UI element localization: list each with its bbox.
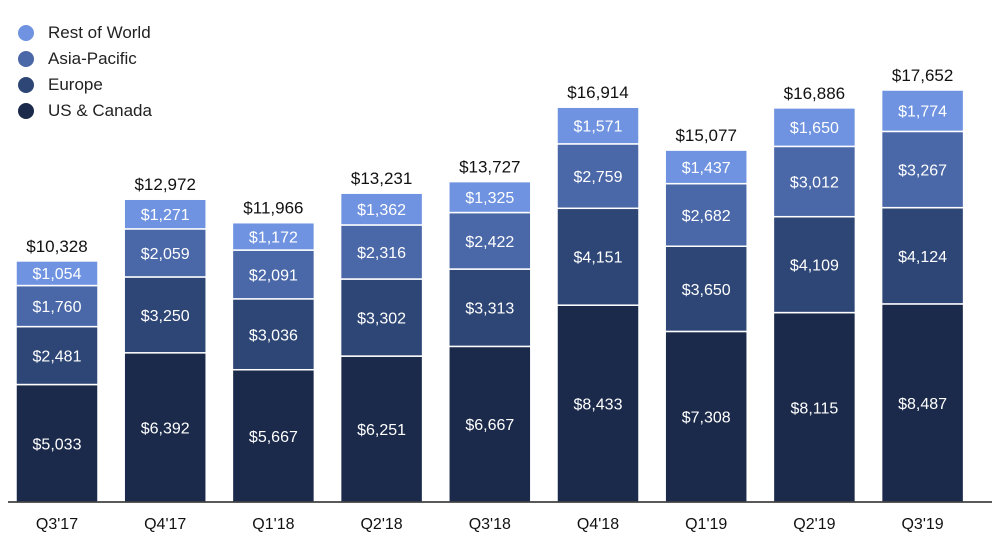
segment-value-label: $4,109 [790,258,839,275]
x-axis-tick-label: Q3'17 [36,516,78,533]
legend-swatch [18,25,34,41]
legend-item: Rest of World [18,20,152,46]
segment-value-label: $3,313 [465,301,514,318]
x-axis-tick-label: Q4'18 [577,516,619,533]
bar-segment [880,303,965,503]
bar-segment [448,180,532,214]
bar-segment [664,182,748,247]
segment-value-label: $1,760 [33,299,82,316]
x-axis-tick-label: Q1'19 [685,516,727,533]
segment-value-label: $3,267 [898,163,947,180]
segment-value-label: $1,774 [898,104,947,121]
segment-value-label: $2,759 [574,169,623,186]
segment-value-label: $8,115 [791,400,839,417]
bar-segment [448,211,532,270]
bar-segment [15,383,99,503]
segment-value-label: $1,571 [574,119,623,136]
bar-segment [556,207,640,306]
legend-swatch [18,51,34,67]
bar-total-label: $15,077 [675,126,736,145]
bar-total-label: $11,966 [243,199,303,218]
segment-value-label: $8,433 [574,397,623,414]
segment-value-label: $3,250 [141,308,190,325]
segment-value-label: $4,124 [898,249,947,266]
legend-swatch [18,77,34,93]
legend-label: Rest of World [48,23,151,42]
segment-value-label: $5,033 [33,436,82,453]
bar-segment [231,221,316,251]
x-axis-tick-label: Q2'19 [793,516,835,533]
bar-total-label: $10,328 [26,237,87,256]
segment-value-label: $3,012 [790,175,839,192]
segment-value-label: $2,422 [465,234,514,251]
bar-segment [448,345,532,503]
segment-value-label: $6,251 [357,422,406,439]
segment-value-label: $1,054 [33,266,82,283]
bar-segment [772,145,857,218]
bar-segment [231,368,316,503]
segment-value-label: $7,308 [682,410,731,427]
segment-value-label: $3,302 [357,311,406,328]
segment-value-label: $2,682 [682,208,731,225]
segment-value-label: $1,650 [790,120,839,137]
bar-total-label: $13,727 [459,158,520,177]
bar-segment [15,325,99,386]
bar-segment [123,198,207,230]
segment-value-label: $3,650 [682,282,731,299]
bar-segment [339,192,424,226]
legend-item: US & Canada [18,98,152,124]
segment-value-label: $4,151 [574,250,623,267]
bar-segment [880,89,965,133]
legend-swatch [18,103,34,119]
chart-legend: Rest of World Asia-Pacific Europe US & Cana… [18,20,152,124]
segment-value-label: $6,392 [141,420,190,437]
bar-segment [231,249,316,300]
bar-total-label: $13,231 [351,169,412,188]
legend-item: Europe [18,72,152,98]
segment-value-label: $6,667 [465,417,514,434]
bar-segment [664,245,748,333]
legend-label: US & Canada [48,101,152,120]
x-axis-tick-label: Q1'18 [252,516,294,533]
bar-segment [772,215,857,314]
legend-label: Asia-Pacific [48,49,137,68]
bar-total-label: $16,886 [784,84,845,103]
bar-total-label: $17,652 [892,66,953,85]
bar-segment [339,224,424,280]
segment-value-label: $2,316 [357,245,406,262]
segment-value-label: $1,271 [141,207,190,224]
bar-segment [231,298,316,371]
segment-value-label: $5,667 [249,429,298,446]
x-axis-tick-label: Q4'17 [144,516,186,533]
bar-segment [15,284,99,328]
segment-value-label: $1,325 [465,190,514,207]
bar-total-label: $12,972 [134,175,195,194]
x-axis-tick-label: Q2'18 [360,516,402,533]
segment-value-label: $1,172 [249,229,298,246]
bar-segment [123,276,207,354]
x-axis-tick-label: Q3'18 [469,516,511,533]
bar-segment [556,106,640,145]
legend-item: Asia-Pacific [18,46,152,72]
x-axis-tick-label: Q3'19 [901,516,943,533]
bar-segment [880,130,965,209]
bar-segment [664,149,748,185]
bar-total-label: $16,914 [567,83,628,102]
bar-segment [15,260,99,287]
segment-value-label: $2,481 [33,349,82,366]
bar-segment [123,228,207,278]
segment-value-label: $8,487 [898,396,947,413]
bar-segment [772,107,857,148]
bar-segment [339,355,424,503]
segment-value-label: $1,362 [357,202,406,219]
segment-value-label: $2,091 [249,267,298,284]
segment-value-label: $3,036 [249,327,298,344]
segment-value-label: $1,437 [682,160,731,177]
legend-label: Europe [48,75,103,94]
bar-segment [123,352,207,503]
segment-value-label: $2,059 [141,246,190,263]
